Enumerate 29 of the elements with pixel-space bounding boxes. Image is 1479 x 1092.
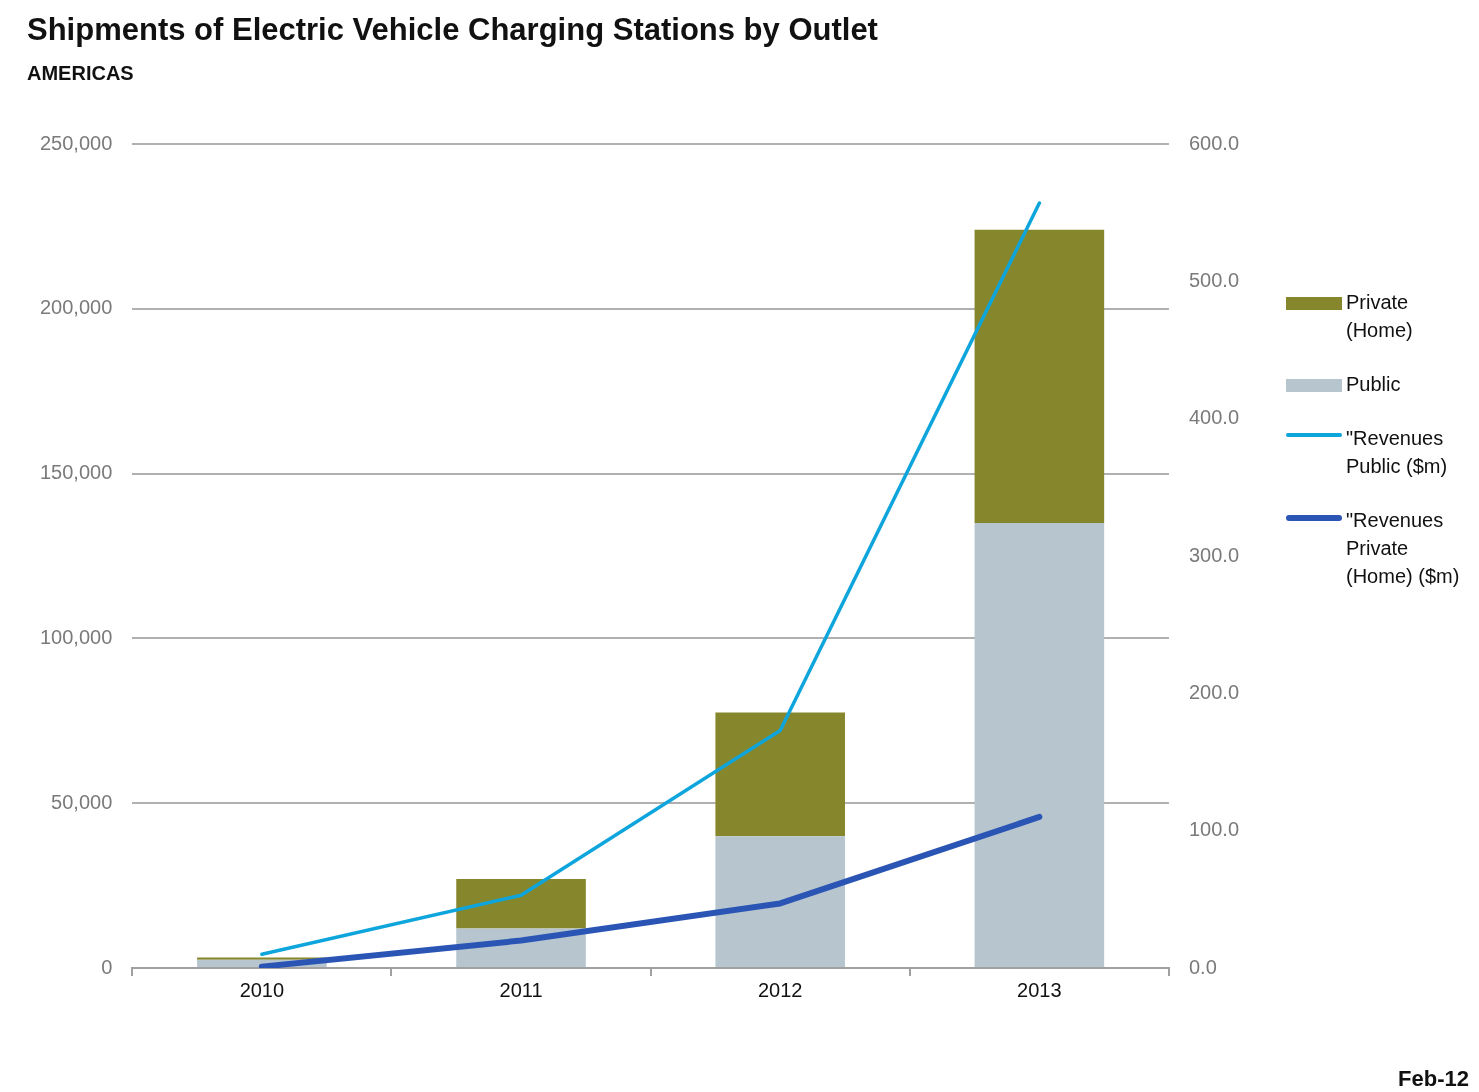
- legend-label: Public: [1346, 372, 1402, 397]
- text: Feb-12: [1398, 1066, 1469, 1092]
- y2-tick-label: 400.0: [1188, 406, 1240, 429]
- y-tick-label: 50,000: [51, 790, 113, 813]
- chart-subtitle: AMERICAS: [27, 62, 134, 85]
- x-tick-label: 2013: [1017, 978, 1062, 1001]
- x-tick-label: 2011: [499, 978, 543, 1001]
- bar: [715, 836, 845, 967]
- y-tick-label: 200,000: [40, 296, 113, 319]
- y2-tick-label: 200.0: [1188, 680, 1240, 703]
- legend-label: "Revenues Public ($m): [1346, 426, 1449, 479]
- y-tick-label: 100,000: [40, 625, 113, 648]
- y-tick-label: 0: [101, 955, 113, 978]
- y2-tick-label: 300.0: [1188, 543, 1240, 566]
- bar: [974, 523, 1105, 967]
- chart-title: Shipments of Electric Vehicle Charging Stations by Outlet: [27, 12, 878, 48]
- y-tick-label: 250,000: [40, 131, 113, 154]
- legend-label: "Revenues Private (Home) ($m): [1346, 508, 1461, 589]
- x-tick-label: 2012: [757, 978, 803, 1001]
- x-tick-label: 2010: [239, 978, 285, 1001]
- y2-tick-label: 600.0: [1188, 131, 1240, 154]
- bar: [715, 712, 845, 837]
- y2-tick-label: 500.0: [1188, 268, 1240, 291]
- legend-label: Private (Home): [1346, 290, 1414, 343]
- y2-tick-label: 100.0: [1188, 818, 1240, 841]
- y-tick-label: 150,000: [40, 461, 113, 484]
- bar: [974, 229, 1105, 524]
- bar: [456, 879, 586, 929]
- y2-tick-label: 0.0: [1188, 955, 1217, 978]
